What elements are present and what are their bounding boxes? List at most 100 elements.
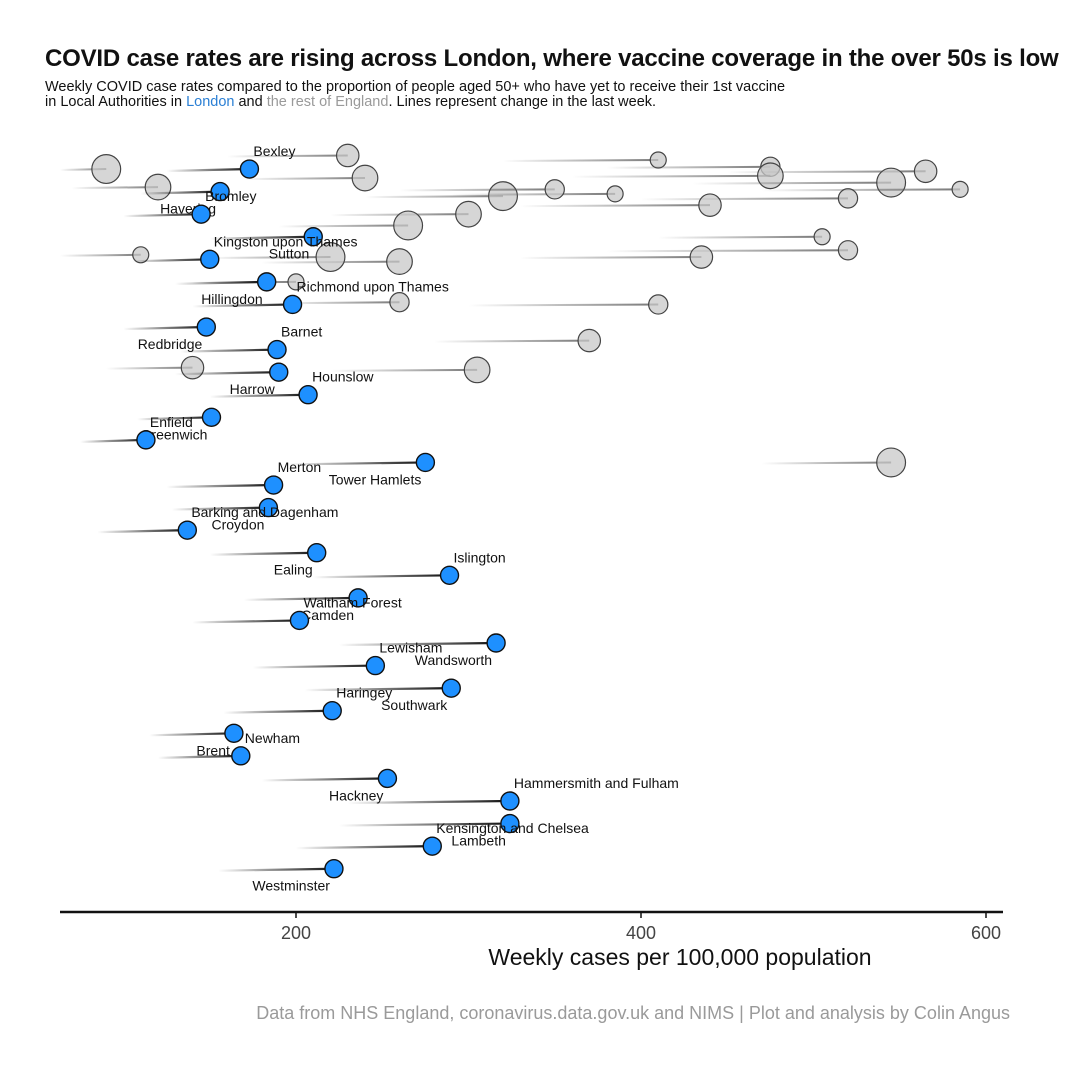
rest-point [649,151,667,169]
london-label: Wandsworth [415,652,492,668]
london-label: Richmond upon Thames [297,278,449,294]
london-label: Kensington and Chelsea [436,820,589,836]
london-point [298,385,318,405]
rest-point [648,294,669,315]
london-label: Camden [301,607,354,623]
london-change-line [97,529,188,534]
london-point [269,362,289,382]
london-point [365,655,386,676]
rest-change-line [606,165,771,169]
rest-change-line [278,224,409,228]
london-change-line [339,822,510,827]
london-point [289,610,310,631]
london-point [136,430,156,450]
london-change-line [347,799,510,805]
rest-change-line [451,192,616,196]
x-axis-ticks: 200 400 600 [281,912,1001,943]
london-point [307,543,327,563]
rest-point [606,185,624,203]
x-tick-label: 200 [281,923,311,943]
london-change-line [140,190,221,195]
subtitle-line2-end: . Lines represent change in the last wee… [388,94,657,110]
rest-change-line [244,177,366,181]
rest-change-line [71,186,159,190]
london-point [191,204,211,224]
london-point [303,227,323,247]
x-tick-label: 600 [971,923,1001,943]
london-change-line [287,461,426,466]
subtitle-line1: Weekly COVID case rates compared to the … [45,79,786,95]
london-change-line [261,777,388,782]
rest-change-line [106,366,193,370]
rest-change-line [761,188,961,192]
london-change-line [295,845,433,850]
rest-point [488,181,519,212]
london-label: Southwark [381,697,448,713]
london-change-line [192,303,293,308]
rest-point [813,228,831,246]
rest-point [837,240,859,261]
london-change-line [157,754,241,759]
london-label: Redbridge [138,336,203,352]
rest-point [386,248,413,275]
rest-point [315,242,346,273]
london-label: Croydon [211,517,264,533]
rest-change-line [399,188,555,192]
london-label: Tower Hamlets [329,471,422,487]
london-point [441,678,461,698]
london-point [267,339,287,360]
subtitle-rest: the rest of England [266,94,389,110]
london-change-line [209,393,309,398]
chart-title: COVID case rates are rising across Londo… [45,45,1059,72]
london-change-line [175,371,279,376]
london-label: Haringey [336,685,392,701]
london-label: Sutton [269,246,309,262]
rest-point [455,200,482,228]
rest-point [698,193,722,217]
rest-point [876,167,907,198]
london-label: Brent [196,742,230,758]
rest-point [876,447,907,478]
rest-point [132,246,150,264]
rest-change-line [640,197,849,201]
chart-subtitle: Weekly COVID case rates compared to the … [45,80,945,110]
rest-point [389,291,410,313]
rest-point [351,164,379,192]
rest-point [544,179,565,200]
london-change-line [171,506,269,511]
rest-change-line [59,253,141,257]
subtitle-and: and [238,94,263,110]
london-point [239,159,260,179]
london-change-line [209,551,317,556]
london-label: Bromley [205,188,256,204]
rest-change-line [433,339,590,343]
london-point [200,249,220,270]
london-label: Waltham Forest [303,594,401,610]
rest-point [393,210,424,241]
rest-change-line [520,204,711,208]
london-change-line [123,213,202,218]
london-point [231,746,251,766]
london-point [500,791,520,811]
london-point [322,701,342,721]
london-point [177,520,198,540]
london-change-line [252,664,376,669]
rest-point [91,154,122,185]
london-change-line [166,483,274,489]
london-point [422,836,442,856]
london-change-line [175,280,267,285]
london-point [348,588,368,608]
london-label: Hackney [329,787,383,803]
london-point [224,723,244,743]
london-change-line [209,235,314,240]
london-label: Westminster [252,878,330,894]
rest-change-line [330,368,478,372]
london-point [324,859,344,879]
london-change-line [132,258,210,263]
x-tick-label: 400 [626,923,656,943]
london-point [196,317,217,337]
london-label: Barking and Dagenham [191,504,338,520]
london-point [256,272,277,292]
